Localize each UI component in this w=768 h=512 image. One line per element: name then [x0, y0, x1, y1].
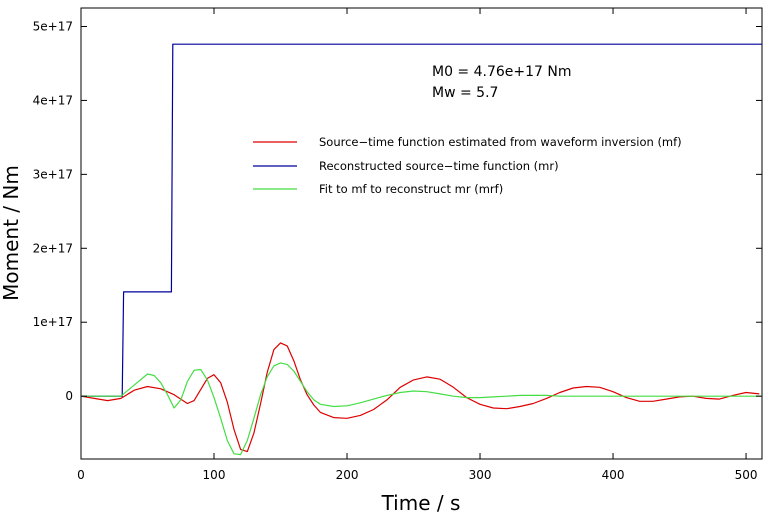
x-tick-label-100: 100	[203, 468, 226, 482]
x-tick-label-400: 400	[602, 468, 625, 482]
y-tick-label-1: 1e+17	[33, 315, 73, 329]
legend: Source−time function estimated from wave…	[253, 135, 682, 196]
legend-label-mf: Source−time function estimated from wave…	[319, 135, 682, 149]
plot-frame	[80, 7, 763, 460]
series-line-mf	[81, 342, 760, 453]
legend-label-mr: Reconstructed source−time function (mr)	[319, 159, 559, 173]
legend-label-mrf: Fit to mf to reconstruct mr (mrf)	[319, 182, 503, 196]
series-line-mrf	[81, 362, 762, 456]
x-tick-label-300: 300	[469, 468, 492, 482]
y-tick-label-4: 4e+17	[33, 93, 73, 107]
annotation-m0: M0 = 4.76e+17 Nm	[432, 64, 572, 80]
y-tick-label-0: 0	[65, 389, 73, 403]
y-tick-label-5: 5e+17	[33, 19, 73, 33]
x-tick-label-500: 500	[735, 468, 758, 482]
x-tick-label-0: 0	[77, 468, 85, 482]
annotation-mw: Mw = 5.7	[432, 85, 498, 101]
y-axis-title: Moment / Nm	[0, 165, 23, 301]
y-tick-label-2: 2e+17	[33, 241, 73, 255]
x-tick-label-200: 200	[336, 468, 359, 482]
x-axis-title: Time / s	[381, 491, 461, 512]
y-tick-label-3: 3e+17	[33, 167, 73, 181]
